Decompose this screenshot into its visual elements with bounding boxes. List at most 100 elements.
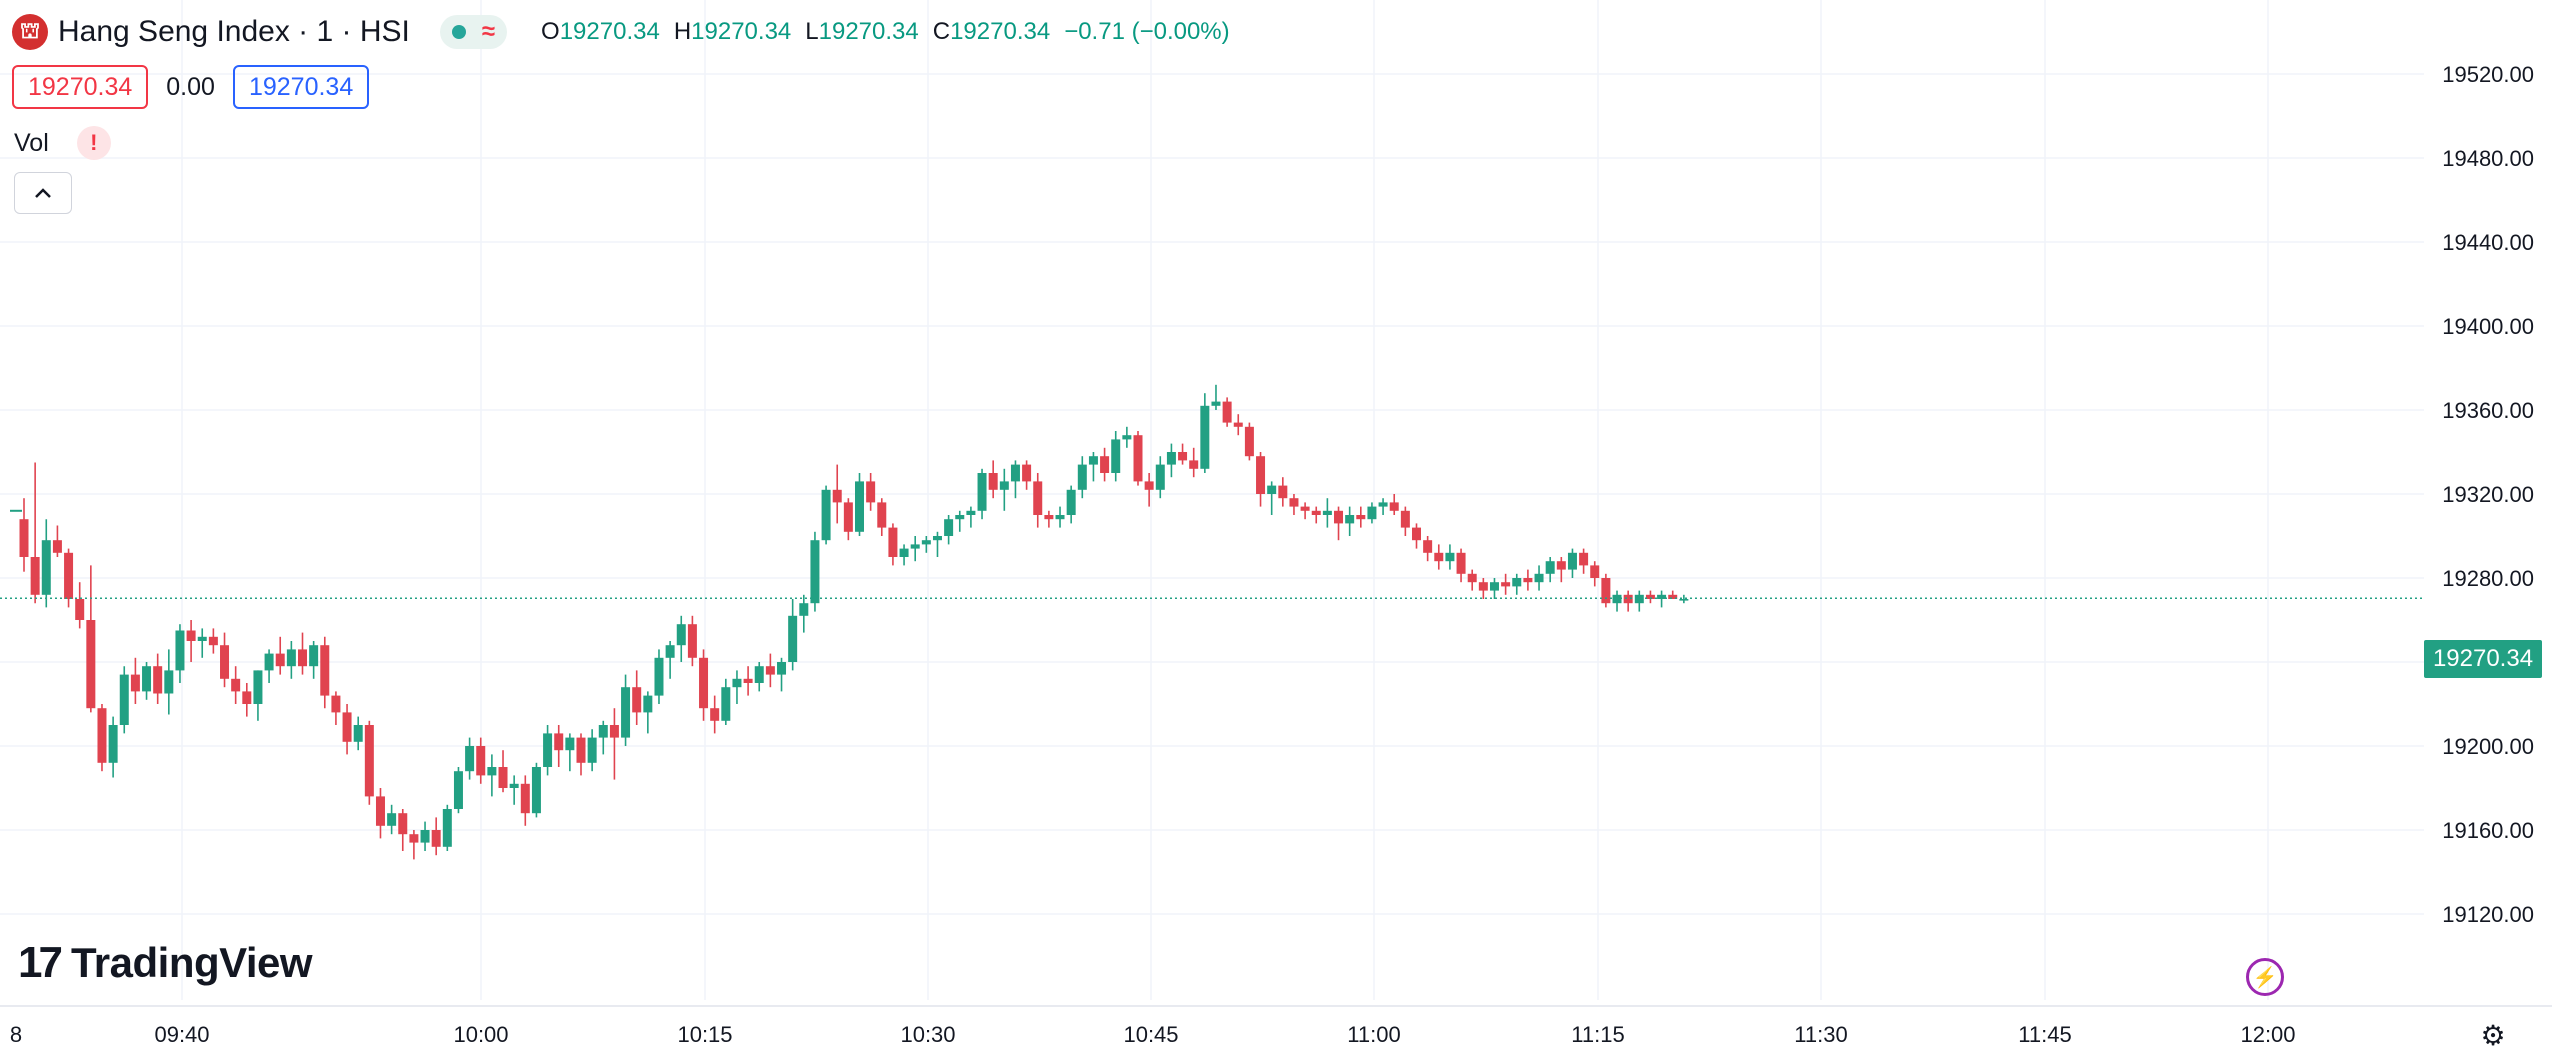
- candle[interactable]: [1389, 494, 1399, 515]
- candle[interactable]: [1010, 460, 1020, 499]
- candle[interactable]: [498, 750, 508, 793]
- candle[interactable]: [286, 641, 296, 679]
- symbol-title[interactable]: Hang Seng Index · 1 · HSI: [58, 15, 410, 48]
- candle[interactable]: [754, 662, 764, 692]
- candle[interactable]: [587, 729, 597, 772]
- candle[interactable]: [1222, 397, 1232, 427]
- candle[interactable]: [977, 468, 987, 520]
- candle[interactable]: [1456, 548, 1466, 583]
- candle[interactable]: [320, 636, 330, 709]
- candle[interactable]: [1579, 548, 1589, 574]
- candle[interactable]: [665, 641, 675, 679]
- tradingview-logo[interactable]: 17 TradingView: [18, 938, 313, 988]
- candle[interactable]: [342, 704, 352, 755]
- candle[interactable]: [420, 821, 430, 851]
- candle[interactable]: [231, 666, 241, 704]
- candle[interactable]: [732, 670, 742, 704]
- candle[interactable]: [409, 830, 419, 860]
- candle[interactable]: [1311, 506, 1321, 524]
- candle[interactable]: [1155, 456, 1165, 499]
- candle[interactable]: [1122, 426, 1132, 448]
- candle[interactable]: [97, 704, 107, 772]
- candle[interactable]: [453, 767, 463, 814]
- candle[interactable]: [275, 636, 285, 675]
- candle[interactable]: [1256, 452, 1266, 507]
- candle[interactable]: [130, 657, 140, 704]
- volume-label[interactable]: Vol: [14, 128, 49, 157]
- candle[interactable]: [1267, 481, 1277, 515]
- candle[interactable]: [777, 657, 787, 692]
- candle[interactable]: [186, 620, 196, 662]
- sell-button[interactable]: 19270.34: [12, 65, 149, 109]
- candle[interactable]: [1033, 473, 1043, 528]
- candle[interactable]: [788, 599, 798, 671]
- candle[interactable]: [1445, 544, 1455, 570]
- candle[interactable]: [1178, 443, 1188, 465]
- candle[interactable]: [966, 506, 976, 528]
- gear-icon[interactable]: ⚙: [2480, 1019, 2506, 1051]
- candle[interactable]: [699, 649, 709, 721]
- candle[interactable]: [710, 695, 720, 734]
- candle[interactable]: [855, 473, 864, 536]
- candle[interactable]: [1144, 473, 1154, 507]
- candle[interactable]: [810, 531, 820, 612]
- candle[interactable]: [1612, 590, 1622, 612]
- candle[interactable]: [1233, 414, 1243, 436]
- candle[interactable]: [1679, 594, 1689, 604]
- candle[interactable]: [1378, 498, 1388, 515]
- candle[interactable]: [465, 737, 475, 780]
- candle[interactable]: [75, 582, 85, 629]
- candle[interactable]: [621, 674, 631, 746]
- candle[interactable]: [398, 809, 408, 851]
- candle[interactable]: [375, 788, 385, 839]
- collapse-legend-button[interactable]: [14, 172, 72, 214]
- candle[interactable]: [1668, 590, 1678, 599]
- candle[interactable]: [253, 670, 263, 721]
- candle[interactable]: [1189, 447, 1199, 478]
- candle[interactable]: [1322, 498, 1332, 528]
- candle[interactable]: [1278, 477, 1288, 507]
- candle[interactable]: [1645, 590, 1655, 604]
- candle[interactable]: [1022, 460, 1032, 490]
- candle[interactable]: [1567, 548, 1577, 578]
- candle[interactable]: [309, 641, 319, 679]
- candle[interactable]: [999, 468, 1009, 511]
- candle[interactable]: [932, 531, 942, 557]
- candle[interactable]: [910, 536, 920, 562]
- candle[interactable]: [1244, 422, 1254, 461]
- candle[interactable]: [576, 733, 586, 776]
- candle[interactable]: [442, 804, 452, 851]
- candle[interactable]: [476, 737, 486, 784]
- candle[interactable]: [364, 720, 374, 805]
- candle[interactable]: [153, 653, 163, 704]
- candle[interactable]: [86, 565, 96, 713]
- candle[interactable]: [765, 653, 775, 688]
- candle[interactable]: [19, 498, 29, 572]
- candle[interactable]: [164, 649, 174, 715]
- candle[interactable]: [175, 624, 185, 683]
- candle[interactable]: [877, 498, 887, 536]
- candle[interactable]: [743, 666, 753, 696]
- candle[interactable]: [554, 725, 564, 767]
- candle[interactable]: [1501, 573, 1511, 595]
- candle[interactable]: [331, 691, 341, 725]
- candle[interactable]: [1044, 510, 1054, 528]
- candle[interactable]: [1489, 578, 1499, 599]
- candle[interactable]: [921, 536, 931, 553]
- candle[interactable]: [1077, 456, 1087, 499]
- candle[interactable]: [1111, 431, 1121, 482]
- candle[interactable]: [899, 544, 909, 566]
- candle[interactable]: [431, 817, 441, 856]
- candle[interactable]: [1423, 536, 1433, 562]
- warning-icon[interactable]: !: [76, 126, 111, 160]
- candle[interactable]: [1200, 393, 1210, 473]
- candle[interactable]: [30, 462, 40, 604]
- candle[interactable]: [119, 666, 129, 734]
- candle[interactable]: [487, 754, 497, 797]
- candle[interactable]: [197, 628, 207, 658]
- candle[interactable]: [676, 615, 686, 662]
- candle[interactable]: [1367, 502, 1377, 524]
- candle[interactable]: [1289, 494, 1299, 515]
- candle[interactable]: [41, 519, 51, 608]
